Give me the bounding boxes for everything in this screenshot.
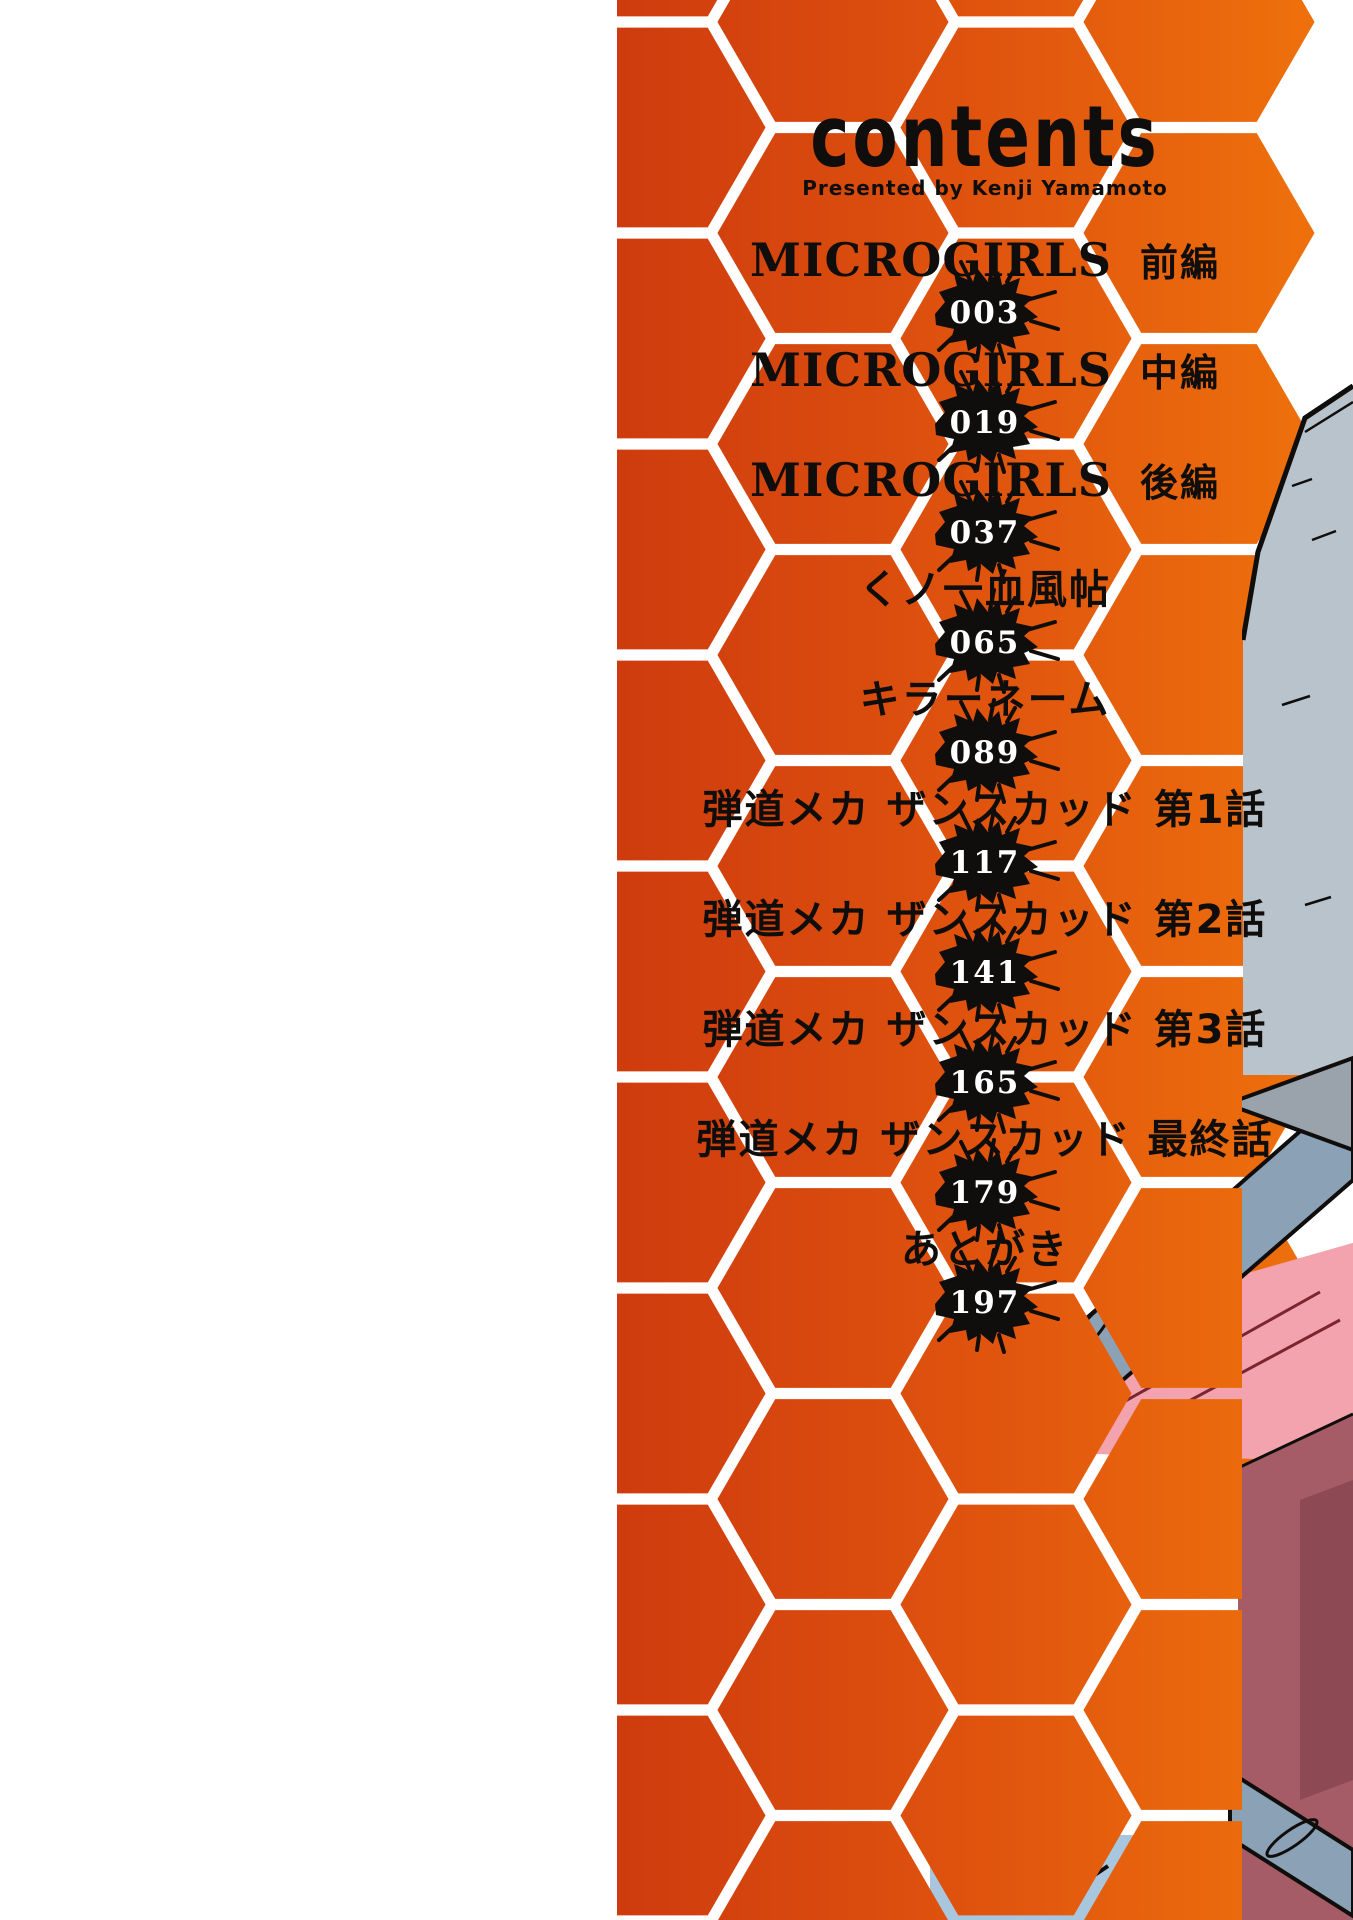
page-number: 089	[950, 735, 1021, 771]
hexagon-cell	[900, 1504, 1132, 1705]
contents-panel: contents Presented by Kenji Yamamoto MIC…	[617, 0, 1353, 1920]
hexagon-cell	[717, 0, 949, 122]
page-number: 197	[950, 1285, 1021, 1321]
hexagon-cell	[1083, 133, 1315, 333]
ink-splat-icon: 197	[935, 1248, 1060, 1354]
toc-entry-title: 弾道メカ ザンスカッド 最終話	[617, 1112, 1353, 1168]
ink-splat-icon: 019	[935, 368, 1060, 474]
toc-entry-kanji: あとがき	[901, 1227, 1069, 1273]
hexagon-cell	[617, 660, 766, 861]
hexagon-cell	[717, 555, 949, 755]
toc-entry-latin: MICROGIRLS	[750, 233, 1112, 287]
toc-entry-latin: MICROGIRLS	[750, 343, 1112, 397]
toc-entry-title: MICROGIRLS 前編	[617, 232, 1353, 288]
page-title: contents	[810, 88, 1160, 187]
page-number-splat: 141	[910, 918, 1060, 1026]
page-number-splat: 179	[910, 1138, 1060, 1246]
toc-entry-title: 弾道メカ ザンスカッド 第1話	[617, 782, 1353, 838]
ink-splat-icon: 179	[935, 1138, 1060, 1244]
ink-splat-icon: 003	[935, 258, 1060, 364]
page-number: 141	[950, 955, 1021, 991]
hexagon-cell	[617, 1715, 766, 1916]
hexagon-cell	[718, 1821, 948, 1920]
ink-splat-icon: 065	[935, 588, 1060, 694]
toc-entry-title: 弾道メカ ザンスカッド 第2話	[617, 892, 1353, 948]
toc-entry-latin: MICROGIRLS	[750, 453, 1112, 507]
toc-entry-title: MICROGIRLS 後編	[617, 452, 1353, 508]
page-subtitle: Presented by Kenji Yamamoto	[802, 176, 1168, 200]
hexagon-cell	[900, 1715, 1132, 1916]
hexagon-cell	[717, 133, 949, 333]
page-number-splat: 117	[910, 808, 1060, 916]
hexagon-cell	[900, 1293, 1132, 1494]
toc-entry-kanji: 弾道メカ ザンスカッド 最終話	[696, 1117, 1274, 1163]
toc-entry-kanji: 弾道メカ ザンスカッド 第3話	[702, 1007, 1268, 1053]
page-number: 003	[950, 295, 1021, 331]
hexagon-cell	[900, 27, 1132, 228]
toc-entry-kanji: 後編	[1139, 461, 1220, 505]
page-number: 065	[950, 625, 1021, 661]
toc-entry-kanji: くノ一血風帖	[859, 567, 1111, 613]
toc-entry-kanji: 中編	[1139, 351, 1220, 395]
page-number: 019	[950, 405, 1021, 441]
ink-splat-icon: 037	[935, 478, 1060, 584]
hexagon-cell	[1083, 344, 1315, 544]
toc-entry-kanji: 弾道メカ ザンスカッド 第1話	[702, 787, 1268, 833]
page-number: 165	[950, 1065, 1021, 1101]
ink-splat-icon: 165	[935, 1028, 1060, 1134]
toc-entry-title: MICROGIRLS 中編	[617, 342, 1353, 398]
hexagon-cell	[717, 1188, 949, 1388]
hexagon-cell	[617, 1504, 766, 1705]
hexagon-cell	[948, 0, 1084, 17]
toc-entry-kanji: 弾道メカ ザンスカッド 第2話	[702, 897, 1268, 943]
hexagon-cell	[617, 27, 766, 228]
page-number-splat: 165	[910, 1028, 1060, 1136]
page-number-splat: 197	[910, 1248, 1060, 1356]
hexagon-grid	[617, 0, 1315, 1920]
ink-splat-icon: 117	[935, 808, 1060, 914]
toc-entry-title: あとがき	[617, 1222, 1353, 1278]
hexagon-cell	[617, 0, 718, 17]
page-number: 179	[950, 1175, 1021, 1211]
hexagon-cell	[617, 1082, 766, 1283]
toc-entry-kanji: キラーネーム	[859, 677, 1111, 723]
page-number-splat: 065	[910, 588, 1060, 696]
hexagon-cell	[717, 766, 949, 966]
toc-entry-title: キラーネーム	[617, 672, 1353, 728]
page-number-splat: 089	[910, 698, 1060, 806]
hexagon-cell	[617, 1293, 766, 1494]
hexagon-cell	[717, 977, 949, 1177]
hexagon-cell	[717, 344, 949, 544]
ink-splat-icon: 141	[935, 918, 1060, 1024]
toc-entry-title: 弾道メカ ザンスカッド 第3話	[617, 1002, 1353, 1058]
hexagon-cell	[717, 1399, 949, 1599]
hexagon-cell	[617, 449, 766, 650]
page-number: 037	[950, 515, 1021, 551]
page-number-splat: 003	[910, 258, 1060, 366]
page-number-splat: 019	[910, 368, 1060, 476]
page-number: 117	[950, 845, 1021, 881]
hexagon-cell	[617, 238, 766, 439]
page-number-splat: 037	[910, 478, 1060, 586]
hexagon-cell	[617, 871, 766, 1072]
hexagon-cell	[1083, 0, 1315, 122]
toc-entry-kanji: 前編	[1139, 241, 1220, 285]
ink-splat-icon: 089	[935, 698, 1060, 804]
hexagon-cell	[717, 1610, 949, 1810]
toc-entry-title: くノ一血風帖	[617, 562, 1353, 618]
